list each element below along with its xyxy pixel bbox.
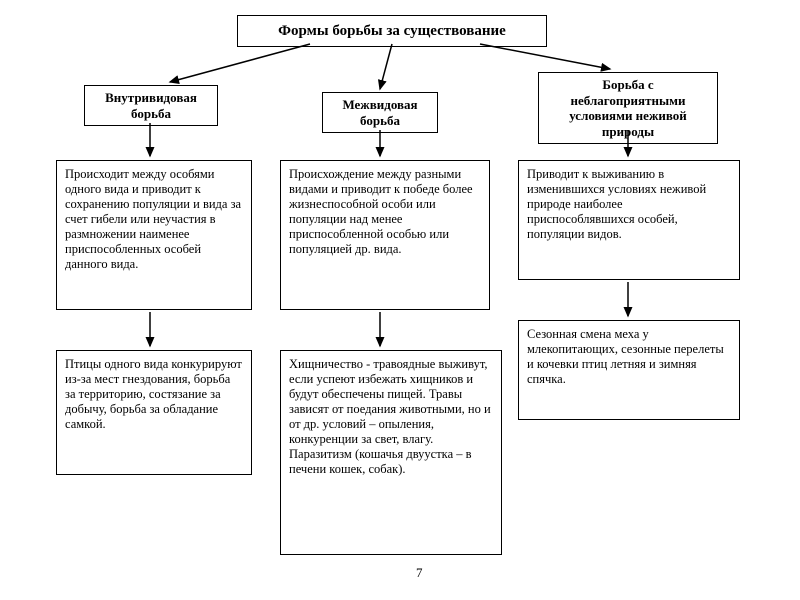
col3-example: Сезонная смена меха у млекопитающих, сез… — [518, 320, 740, 420]
col2-header: Межвидовая борьба — [322, 92, 438, 133]
col1-example: Птицы одного вида конкурируют из-за мест… — [56, 350, 252, 475]
col2-example: Хищничество - травоядные выживут, если у… — [280, 350, 502, 555]
title-box: Формы борьбы за существование — [237, 15, 547, 47]
col3-header: Борьба с неблагоприятными условиями нежи… — [538, 72, 718, 144]
page-number: 7 — [416, 565, 423, 581]
col3-desc: Приводит к выживанию в изменившихся усло… — [518, 160, 740, 280]
col1-desc: Происходит между особями одного вида и п… — [56, 160, 252, 310]
col2-desc: Происхождение между разными видами и при… — [280, 160, 490, 310]
col1-header: Внутривидовая борьба — [84, 85, 218, 126]
